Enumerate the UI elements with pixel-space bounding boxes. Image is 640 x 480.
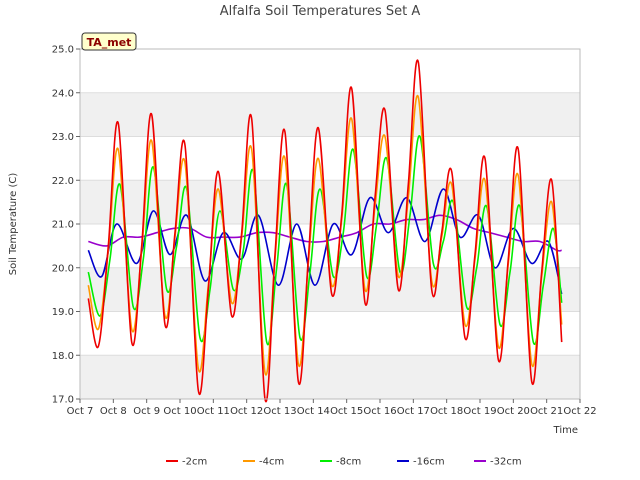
y-tick-label: 23.0 [52, 132, 74, 143]
x-tick-label: Oct 13 [263, 406, 296, 417]
legend: -2cm -4cm -8cm -16cm -32cm [166, 457, 522, 468]
y-tick-label: 20.0 [52, 263, 74, 274]
y-tick-label: 24.0 [52, 88, 74, 99]
legend-item: -4cm [243, 457, 284, 468]
series-lines [87, 59, 563, 403]
plot-band [80, 180, 580, 224]
y-tick-label: 25.0 [52, 45, 74, 56]
x-tick-label: Oct 21 [530, 406, 563, 417]
legend-item: -32cm [474, 457, 522, 468]
legend-label: -2cm [182, 457, 207, 468]
x-tick-label: Oct 9 [133, 406, 160, 417]
y-axis-label: Soil Temperature (C) [8, 173, 19, 276]
x-tick-label: Oct 15 [330, 406, 363, 417]
x-tick-label: Oct 18 [430, 406, 463, 417]
x-axis: Oct 7 Oct 8 Oct 9 Oct 10 Oct 11 Oct 12 Oct 13 O… [67, 399, 597, 417]
legend-item: -2cm [166, 457, 207, 468]
x-tick-label: Oct 14 [297, 406, 330, 417]
x-axis-label: Time [553, 425, 578, 436]
y-tick-label: 21.0 [52, 220, 74, 231]
series-line-minus-8cm [87, 135, 563, 346]
series-line-minus-16cm [87, 188, 563, 295]
x-tick-label: Oct 22 [563, 406, 596, 417]
site-badge-label: TA_met [87, 36, 132, 49]
y-tick-label: 19.0 [52, 307, 74, 318]
y-axis: 17.0 18.0 19.0 20.0 21.0 22.0 23.0 24.0 25.0 [52, 45, 80, 406]
legend-label: -4cm [259, 457, 284, 468]
site-badge: TA_met [81, 32, 137, 51]
y-tick-label: 17.0 [52, 395, 74, 406]
series-line-minus-32cm [88, 214, 562, 252]
y-tick-label: 18.0 [52, 351, 74, 362]
legend-item: -8cm [320, 457, 361, 468]
plot-band [80, 355, 580, 399]
x-tick-label: Oct 17 [397, 406, 430, 417]
x-tick-label: Oct 7 [67, 406, 94, 417]
legend-label: -32cm [490, 457, 522, 468]
chart-title: Alfalfa Soil Temperatures Set A [220, 4, 421, 19]
x-tick-label: Oct 20 [497, 406, 530, 417]
legend-item: -16cm [397, 457, 445, 468]
x-tick-label: Oct 10 [163, 406, 196, 417]
x-tick-label: Oct 11 [197, 406, 230, 417]
x-tick-label: Oct 12 [230, 406, 263, 417]
legend-label: -8cm [336, 457, 361, 468]
x-tick-label: Oct 8 [100, 406, 127, 417]
series-line-minus-2cm [87, 59, 563, 403]
legend-label: -16cm [413, 457, 445, 468]
y-tick-label: 22.0 [52, 176, 74, 187]
plot-bands [80, 92, 580, 399]
plot-band [80, 92, 580, 137]
x-tick-label: Oct 16 [363, 406, 396, 417]
x-tick-label: Oct 19 [463, 406, 496, 417]
